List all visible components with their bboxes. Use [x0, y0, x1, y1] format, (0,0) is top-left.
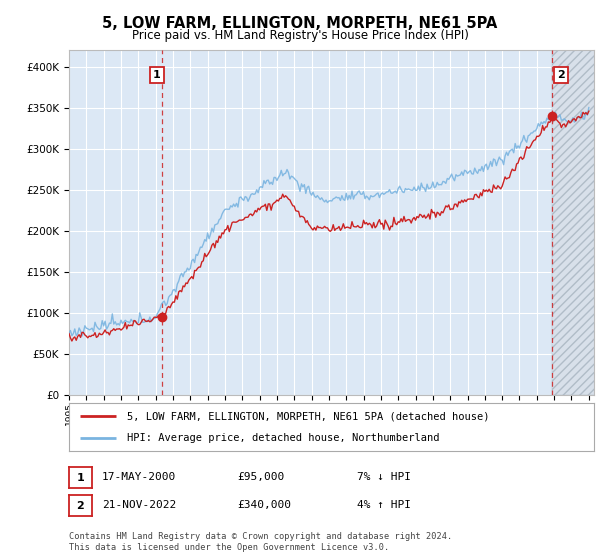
- Text: 1: 1: [77, 473, 84, 483]
- Text: 4% ↑ HPI: 4% ↑ HPI: [357, 500, 411, 510]
- Text: 5, LOW FARM, ELLINGTON, MORPETH, NE61 5PA: 5, LOW FARM, ELLINGTON, MORPETH, NE61 5P…: [103, 16, 497, 31]
- Bar: [553, 50, 600, 395]
- Text: 2: 2: [557, 70, 565, 80]
- Text: 17-MAY-2000: 17-MAY-2000: [102, 472, 176, 482]
- Text: Contains HM Land Registry data © Crown copyright and database right 2024.: Contains HM Land Registry data © Crown c…: [69, 532, 452, 541]
- Text: £95,000: £95,000: [237, 472, 284, 482]
- Text: 7% ↓ HPI: 7% ↓ HPI: [357, 472, 411, 482]
- Text: This data is licensed under the Open Government Licence v3.0.: This data is licensed under the Open Gov…: [69, 543, 389, 552]
- Text: Price paid vs. HM Land Registry's House Price Index (HPI): Price paid vs. HM Land Registry's House …: [131, 29, 469, 42]
- Text: 5, LOW FARM, ELLINGTON, MORPETH, NE61 5PA (detached house): 5, LOW FARM, ELLINGTON, MORPETH, NE61 5P…: [127, 411, 489, 421]
- Text: £340,000: £340,000: [237, 500, 291, 510]
- Text: 1: 1: [153, 70, 161, 80]
- Text: 2: 2: [77, 501, 84, 511]
- Text: 21-NOV-2022: 21-NOV-2022: [102, 500, 176, 510]
- Text: HPI: Average price, detached house, Northumberland: HPI: Average price, detached house, Nort…: [127, 433, 439, 444]
